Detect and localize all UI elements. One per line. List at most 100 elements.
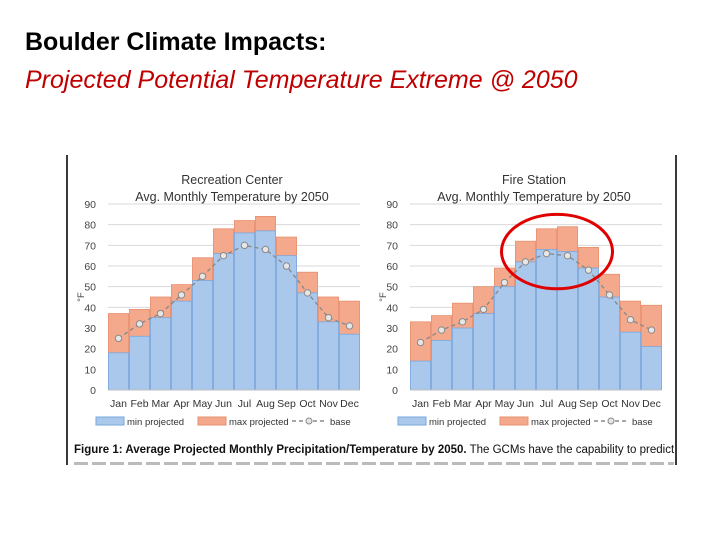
- legend-swatch-max: [197, 416, 227, 426]
- point-base: [605, 291, 614, 299]
- y-tick-label: 70: [84, 240, 96, 252]
- chart-fire-station: 0 10 20 30 40 50 60 70 80 90 °F Fire Station Avg. Mo…: [376, 158, 672, 430]
- point-base: [198, 272, 207, 281]
- x-tick-label: Oct: [299, 398, 315, 410]
- x-tick-label: Jul: [540, 398, 553, 410]
- legend-label-max: max projected: [531, 417, 591, 428]
- y-tick-label: 30: [84, 323, 96, 335]
- x-tick-label: Jun: [517, 398, 534, 410]
- figure-border-left: [66, 155, 68, 465]
- point-base: [135, 320, 144, 328]
- x-tick-label: Feb: [432, 398, 450, 410]
- bar-min-projected: [473, 313, 494, 391]
- bar-min-projected: [599, 296, 620, 391]
- y-tick-label: 10: [386, 364, 398, 376]
- x-tick-label: Aug: [256, 398, 275, 410]
- y-tick-label: 50: [84, 282, 96, 294]
- legend-swatch-min: [95, 416, 125, 426]
- legend-label-min: min projected: [127, 417, 184, 428]
- y-tick-label: 40: [386, 302, 398, 314]
- legend-label-max: max projected: [229, 417, 289, 428]
- bar-min-projected: [129, 335, 150, 391]
- x-tick-label: Dec: [642, 398, 661, 410]
- chart-subtitle: Avg. Monthly Temperature by 2050: [437, 190, 630, 204]
- y-tick-label: 90: [386, 199, 398, 211]
- point-base: [458, 318, 467, 326]
- y-tick-label: 80: [84, 220, 96, 232]
- bar-min-projected: [192, 280, 213, 391]
- x-tick-label: Mar: [453, 398, 472, 410]
- caption-text: The GCMs have the capability to predict: [466, 444, 675, 456]
- x-tick-label: Jan: [412, 398, 429, 410]
- point-base: [521, 258, 530, 266]
- point-base: [500, 278, 509, 287]
- x-tick-label: Apr: [173, 398, 190, 410]
- plot-area: [108, 204, 360, 390]
- line-base: [420, 252, 652, 344]
- caption-cut-line: [74, 461, 674, 466]
- y-tick-label: 60: [386, 261, 398, 273]
- point-base: [416, 338, 425, 347]
- point-base: [542, 249, 551, 258]
- legend-swatch-min: [397, 416, 427, 426]
- legend-swatch-max: [499, 416, 529, 426]
- y-tick-label: 30: [386, 323, 398, 335]
- y-tick-label: 60: [84, 261, 96, 273]
- bar-min-projected: [339, 333, 360, 391]
- plot-area: [410, 204, 662, 390]
- slide-subtitle: Projected Potential Temperature Extreme …: [25, 66, 578, 94]
- figure-border-right: [675, 155, 677, 465]
- point-base: [324, 313, 333, 322]
- point-base: [261, 245, 270, 254]
- legend-marker-base: [607, 417, 615, 425]
- point-base: [563, 251, 572, 260]
- point-base: [584, 266, 593, 274]
- bar-min-projected: [620, 331, 641, 391]
- point-base: [282, 262, 291, 270]
- chart-svg-fire-station: 0 10 20 30 40 50 60 70 80 90 °F Fire Station Avg. Mo…: [378, 173, 662, 428]
- y-axis-label: °F: [378, 292, 389, 302]
- chart-recreation-center: 0 10 20 30 40 50 60 70 80 90 °F Recreation Center Av…: [74, 158, 370, 430]
- point-base: [437, 326, 446, 334]
- y-tick-label: 0: [392, 385, 398, 397]
- bar-min-projected: [150, 317, 171, 391]
- bar-min-projected: [234, 232, 255, 391]
- x-tick-label: Jun: [215, 398, 232, 410]
- point-base: [240, 241, 249, 250]
- y-tick-label: 20: [386, 344, 398, 356]
- point-base: [647, 326, 656, 334]
- caption-bold: Figure 1: Average Projected Monthly Prec…: [74, 444, 467, 456]
- x-tick-label: Sep: [579, 398, 598, 410]
- point-base: [156, 309, 165, 318]
- x-tick-label: Feb: [130, 398, 148, 410]
- x-tick-label: May: [193, 398, 214, 410]
- x-tick-label: Nov: [621, 398, 640, 410]
- bar-min-projected: [452, 327, 473, 391]
- point-base: [626, 316, 635, 324]
- bar-min-projected: [297, 292, 318, 391]
- bar-min-projected: [641, 346, 662, 391]
- line-base: [118, 244, 350, 339]
- legend-label-base: base: [632, 417, 653, 428]
- bar-min-projected: [557, 251, 578, 391]
- x-tick-label: Aug: [558, 398, 577, 410]
- x-tick-label: Apr: [475, 398, 492, 410]
- bar-min-projected: [318, 321, 339, 391]
- chart-svg-recreation-center: 0 10 20 30 40 50 60 70 80 90 °F Recreation Center Av…: [76, 173, 360, 428]
- bar-min-projected: [213, 253, 234, 391]
- bar-min-projected: [494, 286, 515, 391]
- y-tick-label: 10: [84, 364, 96, 376]
- figure-caption: Figure 1: Average Projected Monthly Prec…: [74, 444, 674, 456]
- bar-min-projected: [431, 339, 452, 391]
- point-base: [219, 251, 228, 260]
- point-base: [345, 322, 354, 330]
- y-tick-label: 50: [386, 282, 398, 294]
- bar-min-projected: [255, 230, 276, 391]
- point-base: [177, 291, 186, 299]
- x-tick-label: Sep: [277, 398, 296, 410]
- x-tick-label: Mar: [151, 398, 170, 410]
- point-base: [114, 334, 123, 343]
- x-tick-label: Oct: [601, 398, 617, 410]
- chart-subtitle: Avg. Monthly Temperature by 2050: [135, 190, 328, 204]
- y-tick-label: 70: [386, 240, 398, 252]
